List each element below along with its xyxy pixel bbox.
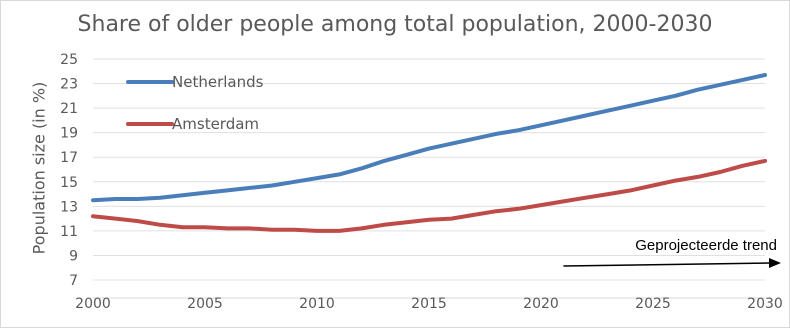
y-tick-label: 25 bbox=[60, 52, 78, 68]
y-tick-label: 17 bbox=[60, 150, 78, 166]
y-tick-label: 13 bbox=[60, 199, 78, 215]
y-tick-label: 7 bbox=[69, 273, 78, 289]
x-tick-label: 2025 bbox=[635, 296, 671, 312]
x-tick-label: 2010 bbox=[299, 296, 335, 312]
legend-label-amsterdam: Amsterdam bbox=[172, 115, 259, 133]
annotation-arrow-shaft bbox=[563, 262, 772, 267]
annotation-arrow-head bbox=[769, 258, 781, 268]
x-tick-label: 2005 bbox=[187, 296, 223, 312]
x-tick-label: 2020 bbox=[523, 296, 559, 312]
x-tick-labels: 2000 2005 2010 2015 2020 2025 2030 bbox=[75, 296, 783, 312]
series-lines bbox=[91, 73, 767, 233]
x-tick-label: 2015 bbox=[411, 296, 447, 312]
y-tick-label: 19 bbox=[60, 126, 78, 142]
legend: Netherlands Amsterdam bbox=[126, 73, 264, 133]
y-tick-label: 15 bbox=[60, 175, 78, 191]
annotation-text: Geprojecteerde trend bbox=[635, 237, 777, 254]
y-tick-label: 11 bbox=[60, 224, 78, 240]
x-tick-label: 2000 bbox=[75, 296, 111, 312]
projection-annotation: Geprojecteerde trend bbox=[563, 237, 781, 268]
series-line-amsterdam bbox=[91, 158, 767, 233]
y-tick-labels: 7 9 11 13 15 17 19 21 23 25 bbox=[60, 52, 78, 289]
y-tick-label: 23 bbox=[60, 77, 78, 93]
series-line-netherlands bbox=[91, 73, 767, 203]
gridlines bbox=[93, 58, 765, 299]
y-tick-label: 9 bbox=[69, 248, 78, 264]
legend-label-netherlands: Netherlands bbox=[172, 73, 264, 91]
y-tick-label: 21 bbox=[60, 101, 78, 117]
x-tick-label: 2030 bbox=[747, 296, 783, 312]
chart-title: Share of older people among total popula… bbox=[77, 12, 713, 37]
